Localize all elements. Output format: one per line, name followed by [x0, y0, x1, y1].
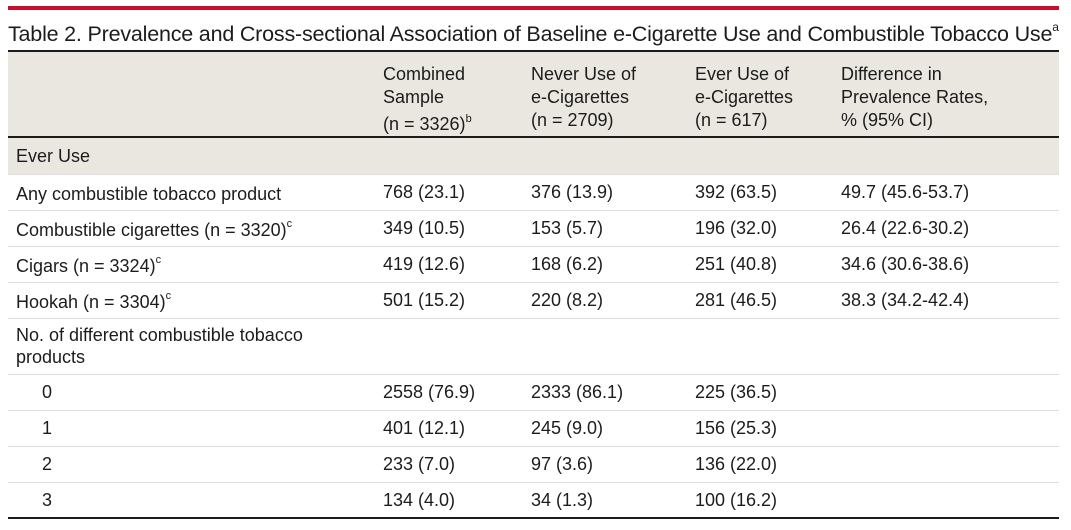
cell-combined: 401 (12.1) [383, 418, 466, 438]
cell-difference [841, 482, 1059, 518]
section-row-product-count: No. of different combustible tobacco prod… [8, 318, 1059, 374]
table-row: 0 2558 (76.9) 2333 (86.1) 225 (36.5) [8, 374, 1059, 410]
prevalence-table: Combined Sample (n = 3326)b Never Use of… [8, 52, 1059, 519]
cell-combined: 768 (23.1) [383, 182, 466, 202]
cell-difference [841, 374, 1059, 410]
header-row: Combined Sample (n = 3326)b Never Use of… [8, 52, 1059, 136]
cell-ever: 196 (32.0) [695, 218, 778, 238]
row-label: 3 [42, 490, 53, 510]
row-label: Hookah (n = 3304)c [16, 290, 172, 312]
header-rule [8, 136, 1059, 138]
table-row: Cigars (n = 3324)c 419 (12.6) 168 (6.2) … [8, 246, 1059, 282]
table-row: Combustible cigarettes (n = 3320)c 349 (… [8, 210, 1059, 246]
section-row-ever-use: Ever Use [8, 138, 1059, 174]
row-label: Any combustible tobacco product [16, 184, 282, 204]
cell-never: 245 (9.0) [531, 418, 604, 438]
title-rule [8, 50, 1059, 52]
cell-never: 376 (13.9) [531, 182, 614, 202]
table-row: Hookah (n = 3304)c 501 (15.2) 220 (8.2) … [8, 282, 1059, 318]
cell-never: 153 (5.7) [531, 218, 604, 238]
cell-never: 168 (6.2) [531, 254, 604, 274]
cell-never: 97 (3.6) [531, 454, 594, 474]
row-label: 1 [42, 418, 53, 438]
cell-ever: 251 (40.8) [695, 254, 778, 274]
cell-combined: 2558 (76.9) [383, 382, 476, 402]
table-bottom-rule [8, 517, 1059, 519]
cell-difference [841, 410, 1059, 446]
cell-difference: 49.7 (45.6-53.7) [841, 182, 970, 202]
table-row: 2 233 (7.0) 97 (3.6) 136 (22.0) [8, 446, 1059, 482]
row-label: 2 [42, 454, 53, 474]
table-row: Any combustible tobacco product 768 (23.… [8, 174, 1059, 210]
cell-difference: 34.6 (30.6-38.6) [841, 254, 970, 274]
cell-difference: 38.3 (34.2-42.4) [841, 290, 970, 310]
title-accent-bar [8, 6, 1059, 10]
header-empty-cell [8, 52, 376, 136]
row-label: Combustible cigarettes (n = 3320)c [16, 218, 293, 240]
table-title-text: Table 2. Prevalence and Cross-sectional … [8, 22, 1053, 47]
cell-never: 2333 (86.1) [531, 382, 624, 402]
section-label: No. of different combustible tobacco prod… [16, 325, 303, 367]
header-ever-use: Ever Use of e-Cigarettes (n = 617) [695, 64, 794, 130]
cell-combined: 134 (4.0) [383, 490, 456, 510]
row-label: 0 [42, 382, 53, 402]
table-row: 1 401 (12.1) 245 (9.0) 156 (25.3) [8, 410, 1059, 446]
cell-ever: 136 (22.0) [695, 454, 778, 474]
header-combined-sample: Combined Sample (n = 3326)b [383, 64, 472, 134]
row-label: Cigars (n = 3324)c [16, 254, 162, 276]
title-footnote-marker: a [1052, 20, 1059, 34]
cell-ever: 225 (36.5) [695, 382, 778, 402]
cell-combined: 419 (12.6) [383, 254, 466, 274]
cell-ever: 392 (63.5) [695, 182, 778, 202]
cell-combined: 233 (7.0) [383, 454, 456, 474]
combined-footnote-marker: b [465, 113, 472, 125]
table-row: 3 134 (4.0) 34 (1.3) 100 (16.2) [8, 482, 1059, 518]
cell-difference [841, 446, 1059, 482]
header-never-use: Never Use of e-Cigarettes (n = 2709) [531, 64, 637, 130]
cell-difference: 26.4 (22.6-30.2) [841, 218, 970, 238]
section-label: Ever Use [16, 145, 91, 166]
cell-combined: 501 (15.2) [383, 290, 466, 310]
table-title: Table 2. Prevalence and Cross-sectional … [8, 14, 1063, 49]
header-difference: Difference in Prevalence Rates, % (95% C… [841, 64, 989, 130]
cell-combined: 349 (10.5) [383, 218, 466, 238]
cell-ever: 100 (16.2) [695, 490, 778, 510]
cell-never: 34 (1.3) [531, 490, 594, 510]
cell-ever: 156 (25.3) [695, 418, 778, 438]
cell-ever: 281 (46.5) [695, 290, 778, 310]
cell-never: 220 (8.2) [531, 290, 604, 310]
